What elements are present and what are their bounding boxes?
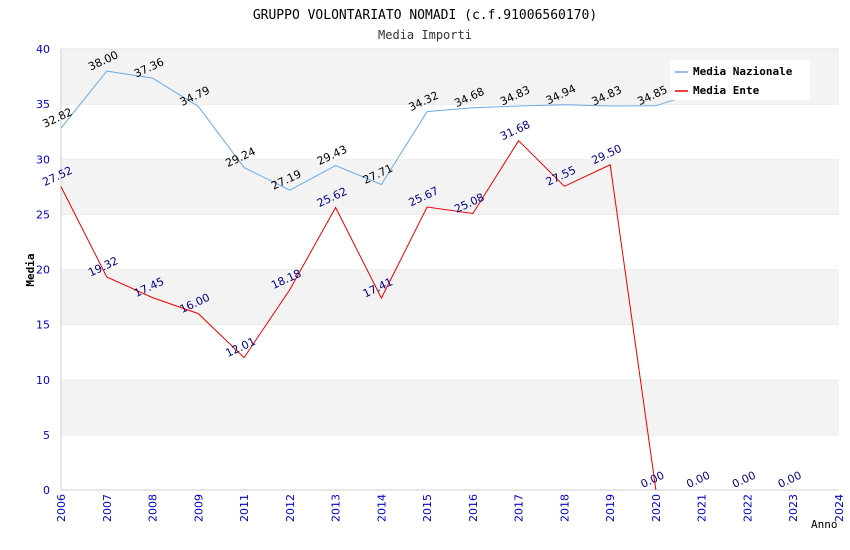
- x-axis-label: Anno: [811, 518, 838, 531]
- grid-bands: [61, 48, 839, 490]
- grid-band: [61, 324, 839, 380]
- y-axis-label: Media: [24, 253, 37, 286]
- legend-label-media-nazionale: Media Nazionale: [693, 65, 793, 78]
- grid-band: [61, 159, 839, 215]
- y-tick-labels: 0 5 10 15 20 25 30 35 40: [36, 43, 50, 497]
- y-tick-label: 0: [43, 484, 50, 497]
- y-tick-label: 30: [36, 153, 50, 166]
- x-tick-label: 2019: [604, 494, 617, 522]
- x-tick-label: 2015: [421, 494, 434, 522]
- y-tick-label: 20: [36, 264, 50, 277]
- series-line-media-nazionale: [60, 70, 794, 191]
- x-tick-labels: 2006 2007 2008 2009 2011 2012 2013 2014 2015 2016…: [55, 494, 846, 522]
- legend-box: [670, 60, 810, 100]
- chart-subtitle: Media Importi: [378, 28, 472, 42]
- y-tick-label: 35: [36, 98, 50, 111]
- x-tick-label: 2024: [833, 494, 846, 522]
- series-lines: [60, 70, 794, 491]
- x-tick-label: 2011: [238, 494, 251, 522]
- x-tick-label: 2013: [330, 494, 343, 522]
- x-tick-label: 2012: [284, 494, 297, 522]
- y-tick-label: 10: [36, 374, 50, 387]
- x-tick-label: 2009: [192, 494, 205, 522]
- x-tick-label: 2014: [375, 494, 388, 522]
- x-tick-label: 2021: [696, 494, 709, 522]
- grid-band: [61, 434, 839, 490]
- x-tick-label: 2017: [513, 494, 526, 522]
- grid-band: [61, 379, 839, 435]
- grid-band: [61, 269, 839, 325]
- x-tick-label: 2018: [558, 494, 571, 522]
- y-tick-label: 15: [36, 319, 50, 332]
- x-tick-label: 2016: [467, 494, 480, 522]
- grid-band: [61, 214, 839, 270]
- y-tick-label: 40: [36, 43, 50, 56]
- x-tick-label: 2007: [101, 494, 114, 522]
- x-tick-label: 2020: [650, 494, 663, 522]
- x-tick-label: 2006: [55, 494, 68, 522]
- y-tick-label: 25: [36, 208, 50, 221]
- grid-band: [61, 104, 839, 160]
- legend-label-media-ente: Media Ente: [693, 84, 760, 97]
- x-tick-label: 2022: [741, 494, 754, 522]
- x-tick-label: 2023: [787, 494, 800, 522]
- chart-title: GRUPPO VOLONTARIATO NOMADI (c.f.91006560…: [253, 8, 597, 23]
- axes: [60, 49, 839, 491]
- x-tick-label: 2008: [147, 494, 160, 522]
- legend: Media Nazionale Media Ente: [670, 60, 810, 100]
- y-tick-label: 5: [43, 429, 50, 442]
- series-line-media-ente: [60, 139, 657, 491]
